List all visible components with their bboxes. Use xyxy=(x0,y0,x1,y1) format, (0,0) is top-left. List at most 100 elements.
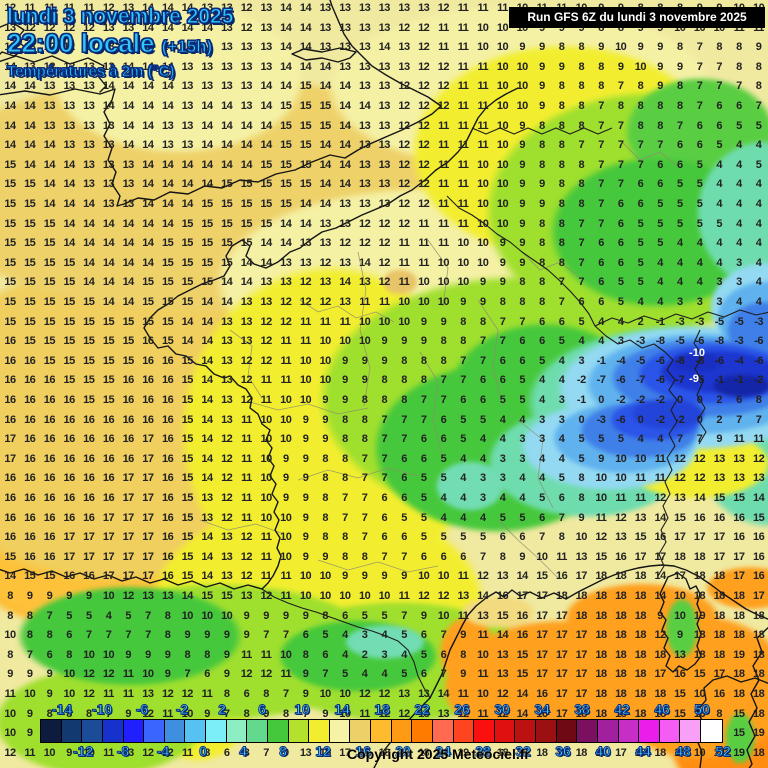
temp-value: 11 xyxy=(260,394,272,406)
temp-value: 6 xyxy=(617,217,624,230)
temp-value: 13 xyxy=(201,492,213,504)
temp-value: 9 xyxy=(499,237,506,250)
temp-value: 8 xyxy=(361,413,368,426)
temp-value: 14 xyxy=(201,178,213,191)
temp-value: 18 xyxy=(615,648,627,661)
temp-value: 10 xyxy=(418,570,430,583)
temp-value: 13 xyxy=(378,80,391,93)
temp-value: 14 xyxy=(674,746,686,759)
temp-value: 3 xyxy=(539,433,545,446)
temp-value: 18 xyxy=(595,668,607,681)
temp-value: 7 xyxy=(558,296,565,308)
temp-value: 11 xyxy=(457,570,469,583)
temp-value: 13 xyxy=(398,60,410,73)
scale-cell xyxy=(597,720,619,742)
temp-value: 8 xyxy=(440,354,447,367)
temp-value: 11 xyxy=(260,550,272,563)
temp-value: 7 xyxy=(361,472,368,485)
temp-value: 4 xyxy=(736,217,742,230)
temp-value: 14 xyxy=(122,276,135,289)
scale-cell xyxy=(556,720,578,742)
temp-value: 18 xyxy=(575,707,588,720)
peak-temp-label: -10 xyxy=(689,347,705,359)
temp-value: 14 xyxy=(161,158,174,171)
temp-value: 6 xyxy=(322,648,328,661)
temp-value: 6 xyxy=(617,237,624,250)
temp-value: 12 xyxy=(358,237,371,250)
temp-value: 16 xyxy=(161,472,174,485)
temp-value: 18 xyxy=(674,550,686,563)
temp-value: 8 xyxy=(479,315,486,328)
temp-value: 11 xyxy=(83,2,95,14)
temp-value: 11 xyxy=(418,256,430,269)
scale-tick-label: 8 xyxy=(279,743,288,760)
temp-value: 15 xyxy=(181,256,194,269)
temp-value: 8 xyxy=(676,80,683,93)
temp-value: 12 xyxy=(398,21,410,34)
temp-value: 12 xyxy=(240,668,253,681)
temp-value: 10 xyxy=(496,217,509,230)
temp-value: 13 xyxy=(161,590,174,602)
temp-value: 9 xyxy=(598,452,604,465)
temp-value: 18 xyxy=(752,707,765,720)
temp-value: 17 xyxy=(83,550,95,563)
coastline-france-atlantic xyxy=(149,337,282,590)
temp-value: 17 xyxy=(142,492,154,504)
scale-tick-label: 34 xyxy=(534,701,550,718)
temp-value: 13 xyxy=(240,80,253,93)
temp-value: 9 xyxy=(519,217,525,230)
temp-value: 16 xyxy=(63,433,75,446)
temp-value: 15 xyxy=(83,394,95,406)
scale-tick-label: 52 xyxy=(715,743,731,760)
temp-value: 15 xyxy=(181,550,194,563)
temp-value: 15 xyxy=(24,198,36,210)
temp-value: 13 xyxy=(713,472,726,485)
temp-value: 10 xyxy=(516,80,529,93)
temp-value: 14 xyxy=(181,21,194,34)
temp-value: 13 xyxy=(201,2,213,14)
title-time: 22:00 locale xyxy=(6,28,155,58)
temp-value: 5 xyxy=(381,609,388,622)
temp-value: 18 xyxy=(693,570,706,583)
temp-value: 9 xyxy=(539,80,545,93)
temp-value: 11 xyxy=(595,511,607,524)
temp-value: 18 xyxy=(733,668,745,681)
temp-value: 9 xyxy=(361,570,368,583)
temp-value: 6 xyxy=(381,492,388,504)
temp-value: 17 xyxy=(555,609,568,622)
temp-value: 4 xyxy=(696,256,703,269)
department-border xyxy=(357,251,371,407)
temp-value: 15 xyxy=(102,354,115,367)
temp-value: 13 xyxy=(733,452,745,465)
temp-value: 11 xyxy=(438,41,449,54)
temp-value: 16 xyxy=(43,472,56,485)
temp-value: 10 xyxy=(437,296,450,308)
temp-value: 15 xyxy=(43,276,56,289)
temp-value: 12 xyxy=(4,2,16,14)
temp-value: 18 xyxy=(634,570,647,583)
temp-value: 12 xyxy=(63,41,75,54)
temp-value: 7 xyxy=(85,629,92,642)
temp-value: 7 xyxy=(598,100,604,112)
temp-value: -5 xyxy=(675,335,685,348)
temp-value: 6 xyxy=(558,492,565,504)
department-border xyxy=(249,401,369,415)
temp-value: 10 xyxy=(260,472,272,485)
temp-value: -3 xyxy=(596,413,606,426)
temp-value: 8 xyxy=(755,394,762,406)
temp-value: 14 xyxy=(201,413,213,426)
temp-value: 18 xyxy=(752,668,765,681)
temp-value: 6 xyxy=(499,374,506,387)
temp-value: 8 xyxy=(558,41,565,54)
temp-value: 6 xyxy=(716,119,722,132)
temp-value: 14 xyxy=(201,21,213,34)
temp-value: 9 xyxy=(263,707,269,720)
temp-value: 8 xyxy=(539,119,545,132)
temp-value: 14 xyxy=(319,139,332,152)
temp-value: 15 xyxy=(201,198,213,210)
temp-value: 14 xyxy=(4,100,16,112)
temp-value: 11 xyxy=(438,178,449,191)
temp-value: 9 xyxy=(342,354,348,367)
temp-value: 15 xyxy=(634,531,647,544)
